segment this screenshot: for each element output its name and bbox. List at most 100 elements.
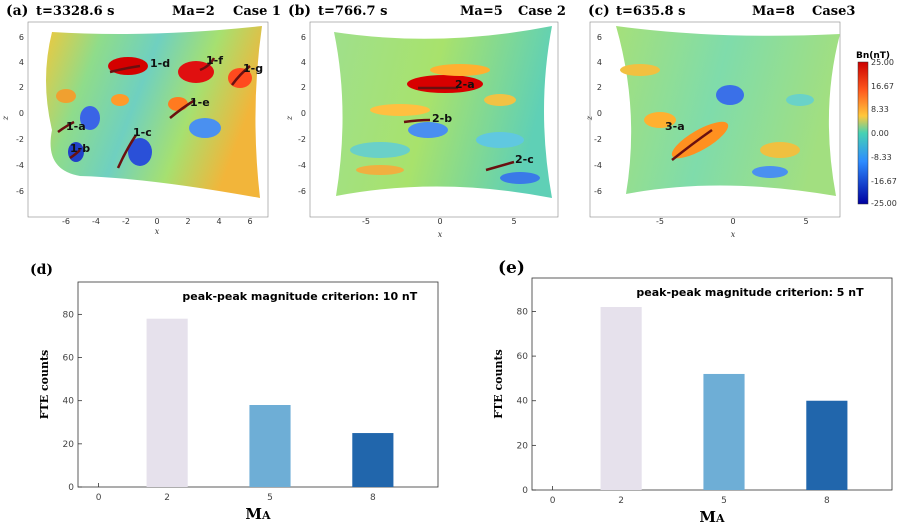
y-tick: 0 [301,109,306,118]
x-tick-label: 5 [721,496,727,506]
fte-label: 1-d [150,57,170,70]
x-axis-label: x [731,230,736,239]
y-axis-label: z [1,115,10,121]
fte-label: 2-b [432,112,452,125]
y-tick-label: 80 [517,307,529,317]
colorbar-tick: 8.33 [871,105,889,114]
bar-chart-d: 0 20 40 60 80 0 2 5 8 peak-peak magnitude criteri… [38,281,439,523]
bar-chart-e: 0 20 40 60 80 0 2 5 8 peak-peak magnitude criteri… [492,277,893,526]
map-frame-b [309,21,559,218]
y-tick: 6 [19,33,24,42]
fte-label: 2-c [515,153,534,166]
fte-label: 1-a [66,120,86,133]
y-tick-label: 60 [517,352,529,362]
y-tick-label: 60 [63,354,75,364]
x-tick: -5 [656,217,664,226]
map-panel-a: 1-d 1-f 1-g 1-e 1-c 1-a 1-b -6 -4 -2 0 2… [1,21,269,236]
y-tick: 4 [19,58,24,67]
colorbar-tick: -8.33 [871,153,892,162]
mach-label-c: Ma=8 [752,4,795,19]
bar [352,433,394,487]
map-domain-a [46,26,262,198]
colorbar-tick: -25.00 [871,199,897,208]
x-axis-label: x [155,227,160,236]
fte-label: 2-a [455,78,475,91]
criterion-annotation: peak-peak magnitude criterion: 5 nT [636,286,864,299]
y-tick: 0 [19,109,24,118]
y-tick: 6 [597,33,602,42]
x-tick-label: 0 [550,496,556,506]
bar [146,318,188,487]
panel-label-b: (b) [288,3,312,19]
x-tick-label: 8 [824,496,830,506]
colorbar-tick: 0.00 [871,129,889,138]
x-tick-label: 0 [96,493,102,503]
bar [600,307,642,490]
y-tick-label: 80 [63,310,75,320]
panel-label-a: (a) [6,3,29,19]
y-tick: -4 [16,161,24,170]
y-tick: -6 [594,187,602,196]
mach-label-a: Ma=2 [172,4,215,19]
x-tick: 0 [730,217,735,226]
y-tick: -6 [16,187,24,196]
time-label-a: t=3328.6 s [36,4,115,19]
map-panel-c: 3-a -5 0 5 x 6 4 2 0 -2 -4 -6 z [585,21,841,239]
y-tick: -4 [594,161,602,170]
x-tick: 6 [247,217,252,226]
y-tick: -4 [298,161,306,170]
bar [806,400,848,490]
colorbar-title: Bn(nT) [856,51,890,61]
panel-label-d: (d) [30,262,54,278]
colorbar-gradient [857,61,869,205]
x-tick: 5 [803,217,808,226]
fte-label: 1-f [206,54,223,67]
y-tick-label: 0 [522,486,528,496]
x-tick: 0 [154,217,159,226]
y-tick: -2 [594,135,602,144]
y-axis-label: z [585,115,594,121]
y-tick: -6 [298,187,306,196]
x-tick: 2 [185,217,190,226]
map-frame-c [589,21,841,218]
y-tick: 2 [19,83,24,92]
fte-label: 1-g [243,62,263,75]
x-axis-label: MA [245,505,271,523]
fte-label: 1-e [190,96,210,109]
fte-label: 3-a [665,120,685,133]
y-tick-label: 40 [517,397,529,407]
y-tick: 0 [597,109,602,118]
x-tick: 4 [216,217,221,226]
x-tick: -6 [62,217,70,226]
y-tick: -2 [298,135,306,144]
x-tick-label: 2 [164,493,170,503]
fte-label: 1-b [70,142,90,155]
x-axis-label: MA [699,508,725,526]
x-tick-label: 8 [370,493,376,503]
x-tick: 5 [511,217,516,226]
y-tick: -2 [16,135,24,144]
y-tick-label: 20 [517,441,529,451]
y-tick-label: 40 [63,397,75,407]
map-panel-b: 2-a 2-b 2-c -5 0 5 x 6 4 2 0 -2 -4 -6 z [285,21,559,239]
bar [703,373,745,490]
mach-label-b: Ma=5 [460,4,503,19]
map-frame-a [27,21,269,218]
y-axis-label: FTE counts [38,350,51,420]
panel-label-c: (c) [588,3,610,19]
colorbar-tick: 16.67 [871,82,894,91]
panel-label-e: (e) [498,258,525,278]
case-label-b: Case 2 [518,4,566,19]
time-label-c: t=635.8 s [616,4,686,19]
case-label-c: Case3 [812,4,856,19]
y-tick: 2 [597,83,602,92]
colorbar-tick: -16.67 [871,177,897,186]
y-tick-label: 0 [68,483,74,493]
time-label-b: t=766.7 s [318,4,388,19]
colorbar-tick: 25.00 [871,58,894,67]
x-tick: -5 [362,217,370,226]
y-axis-label: z [285,115,294,121]
y-tick-label: 20 [63,440,75,450]
x-tick: -4 [92,217,100,226]
x-tick-label: 5 [267,493,273,503]
